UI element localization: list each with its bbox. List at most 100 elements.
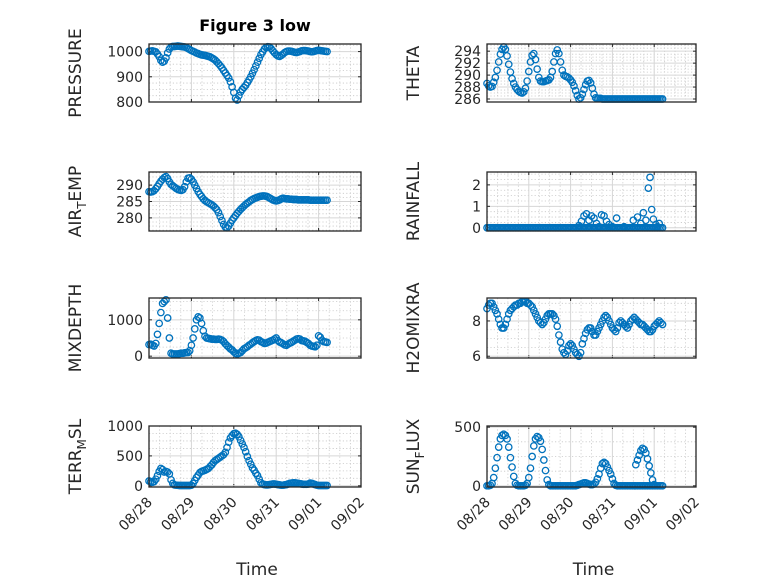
data-point	[504, 60, 513, 69]
data-point	[313, 341, 321, 350]
data-point	[645, 462, 654, 470]
data-point	[631, 460, 640, 469]
data-point	[508, 74, 516, 83]
y-tick-label: 1000	[107, 45, 143, 61]
data-point	[608, 222, 617, 231]
data-point	[484, 82, 493, 90]
y-tick-label: 0	[472, 221, 481, 237]
data-point	[226, 77, 235, 86]
data-point	[506, 453, 515, 462]
data-point	[658, 481, 667, 490]
subplot-rainfall: 0 1 2 RAINFALL	[404, 161, 697, 241]
data-point	[189, 334, 197, 342]
y-tick-label: 0	[134, 479, 143, 495]
data-point	[224, 74, 233, 82]
data-point	[503, 52, 511, 60]
data-point	[311, 342, 320, 351]
data-point	[216, 212, 225, 221]
data-point	[593, 474, 602, 483]
data-point	[641, 216, 650, 225]
data-point	[163, 468, 172, 476]
y-tick-label: 500	[116, 449, 143, 465]
data-point	[529, 442, 538, 450]
y-tick-label: 800	[116, 95, 143, 111]
data-point	[543, 476, 552, 484]
x-axis-label: Time	[235, 560, 278, 580]
subplot-pressure: 800 900 1000 PRESSURE Figure 3 low	[66, 16, 362, 118]
x-axis-label: Time	[572, 560, 615, 580]
data-point	[600, 313, 608, 322]
data-point	[165, 334, 174, 342]
data-point	[245, 456, 253, 465]
y-axis-label: THETA	[404, 45, 424, 101]
y-tick-label: 900	[116, 70, 143, 86]
y-tick-label: 294	[454, 44, 481, 60]
y-tick-label: 1	[472, 199, 481, 215]
data-point	[658, 320, 667, 329]
axes-frame	[486, 425, 697, 488]
data-point	[570, 82, 578, 90]
y-tick-label: 8	[472, 314, 481, 330]
data-point	[580, 85, 588, 94]
data-point	[524, 473, 533, 482]
data-point	[536, 437, 545, 446]
data-point	[553, 322, 562, 331]
data-point	[253, 471, 262, 480]
data-point	[652, 220, 660, 229]
data-point	[536, 318, 545, 327]
data-point	[531, 55, 540, 64]
data-point	[633, 456, 642, 464]
data-point	[613, 324, 622, 332]
data-point	[323, 338, 331, 347]
data-point	[494, 315, 503, 324]
data-point	[501, 320, 510, 329]
data-point	[493, 453, 501, 462]
data-point	[566, 340, 575, 348]
data-point	[162, 172, 170, 181]
data-point	[538, 320, 547, 329]
data-point	[526, 301, 535, 309]
y-axis-label: SUNFLUX	[404, 418, 427, 494]
data-point	[489, 78, 498, 87]
data-point	[539, 456, 548, 464]
data-point	[650, 480, 659, 489]
data-point	[655, 219, 664, 228]
subplot-h2omixra: 6 8 H2OMIXRA	[404, 282, 697, 374]
data-point	[526, 464, 535, 473]
data-point	[601, 311, 610, 320]
data-point	[519, 87, 528, 96]
data-point	[493, 66, 501, 75]
y-tick-label: 292	[454, 56, 481, 72]
data-point	[503, 315, 511, 324]
data-point	[528, 452, 536, 461]
figure-title: Figure 3 low	[199, 16, 311, 35]
data-point	[598, 459, 607, 468]
y-axis-label: MIXDEPTH	[66, 284, 86, 373]
y-tick-label: 280	[116, 211, 143, 227]
data-point	[214, 208, 223, 217]
y-tick-label: 500	[454, 420, 481, 436]
y-axis-label: AIRTEMP	[66, 166, 89, 237]
data-point	[533, 65, 542, 73]
y-tick-label: 1000	[107, 419, 143, 435]
data-point	[162, 54, 170, 62]
data-point	[246, 460, 255, 469]
y-axis-label: TERRMSL	[66, 418, 89, 495]
y-axis-label: RAINFALL	[404, 161, 424, 241]
data-point	[563, 347, 572, 355]
data-point	[509, 79, 518, 88]
y-tick-label: 288	[454, 80, 481, 96]
data-point	[648, 476, 657, 484]
y-tick-label: 285	[116, 195, 143, 211]
y-tick-label: 290	[116, 178, 143, 194]
axes-frame	[486, 43, 697, 103]
y-axis-label: H2OMIXRA	[404, 282, 424, 373]
data-point	[253, 58, 262, 67]
axes-frame	[148, 297, 362, 359]
data-point	[496, 50, 505, 59]
data-point	[163, 48, 172, 57]
data-point	[647, 327, 655, 336]
data-point	[187, 341, 196, 350]
y-tick-label: 2	[472, 178, 481, 194]
